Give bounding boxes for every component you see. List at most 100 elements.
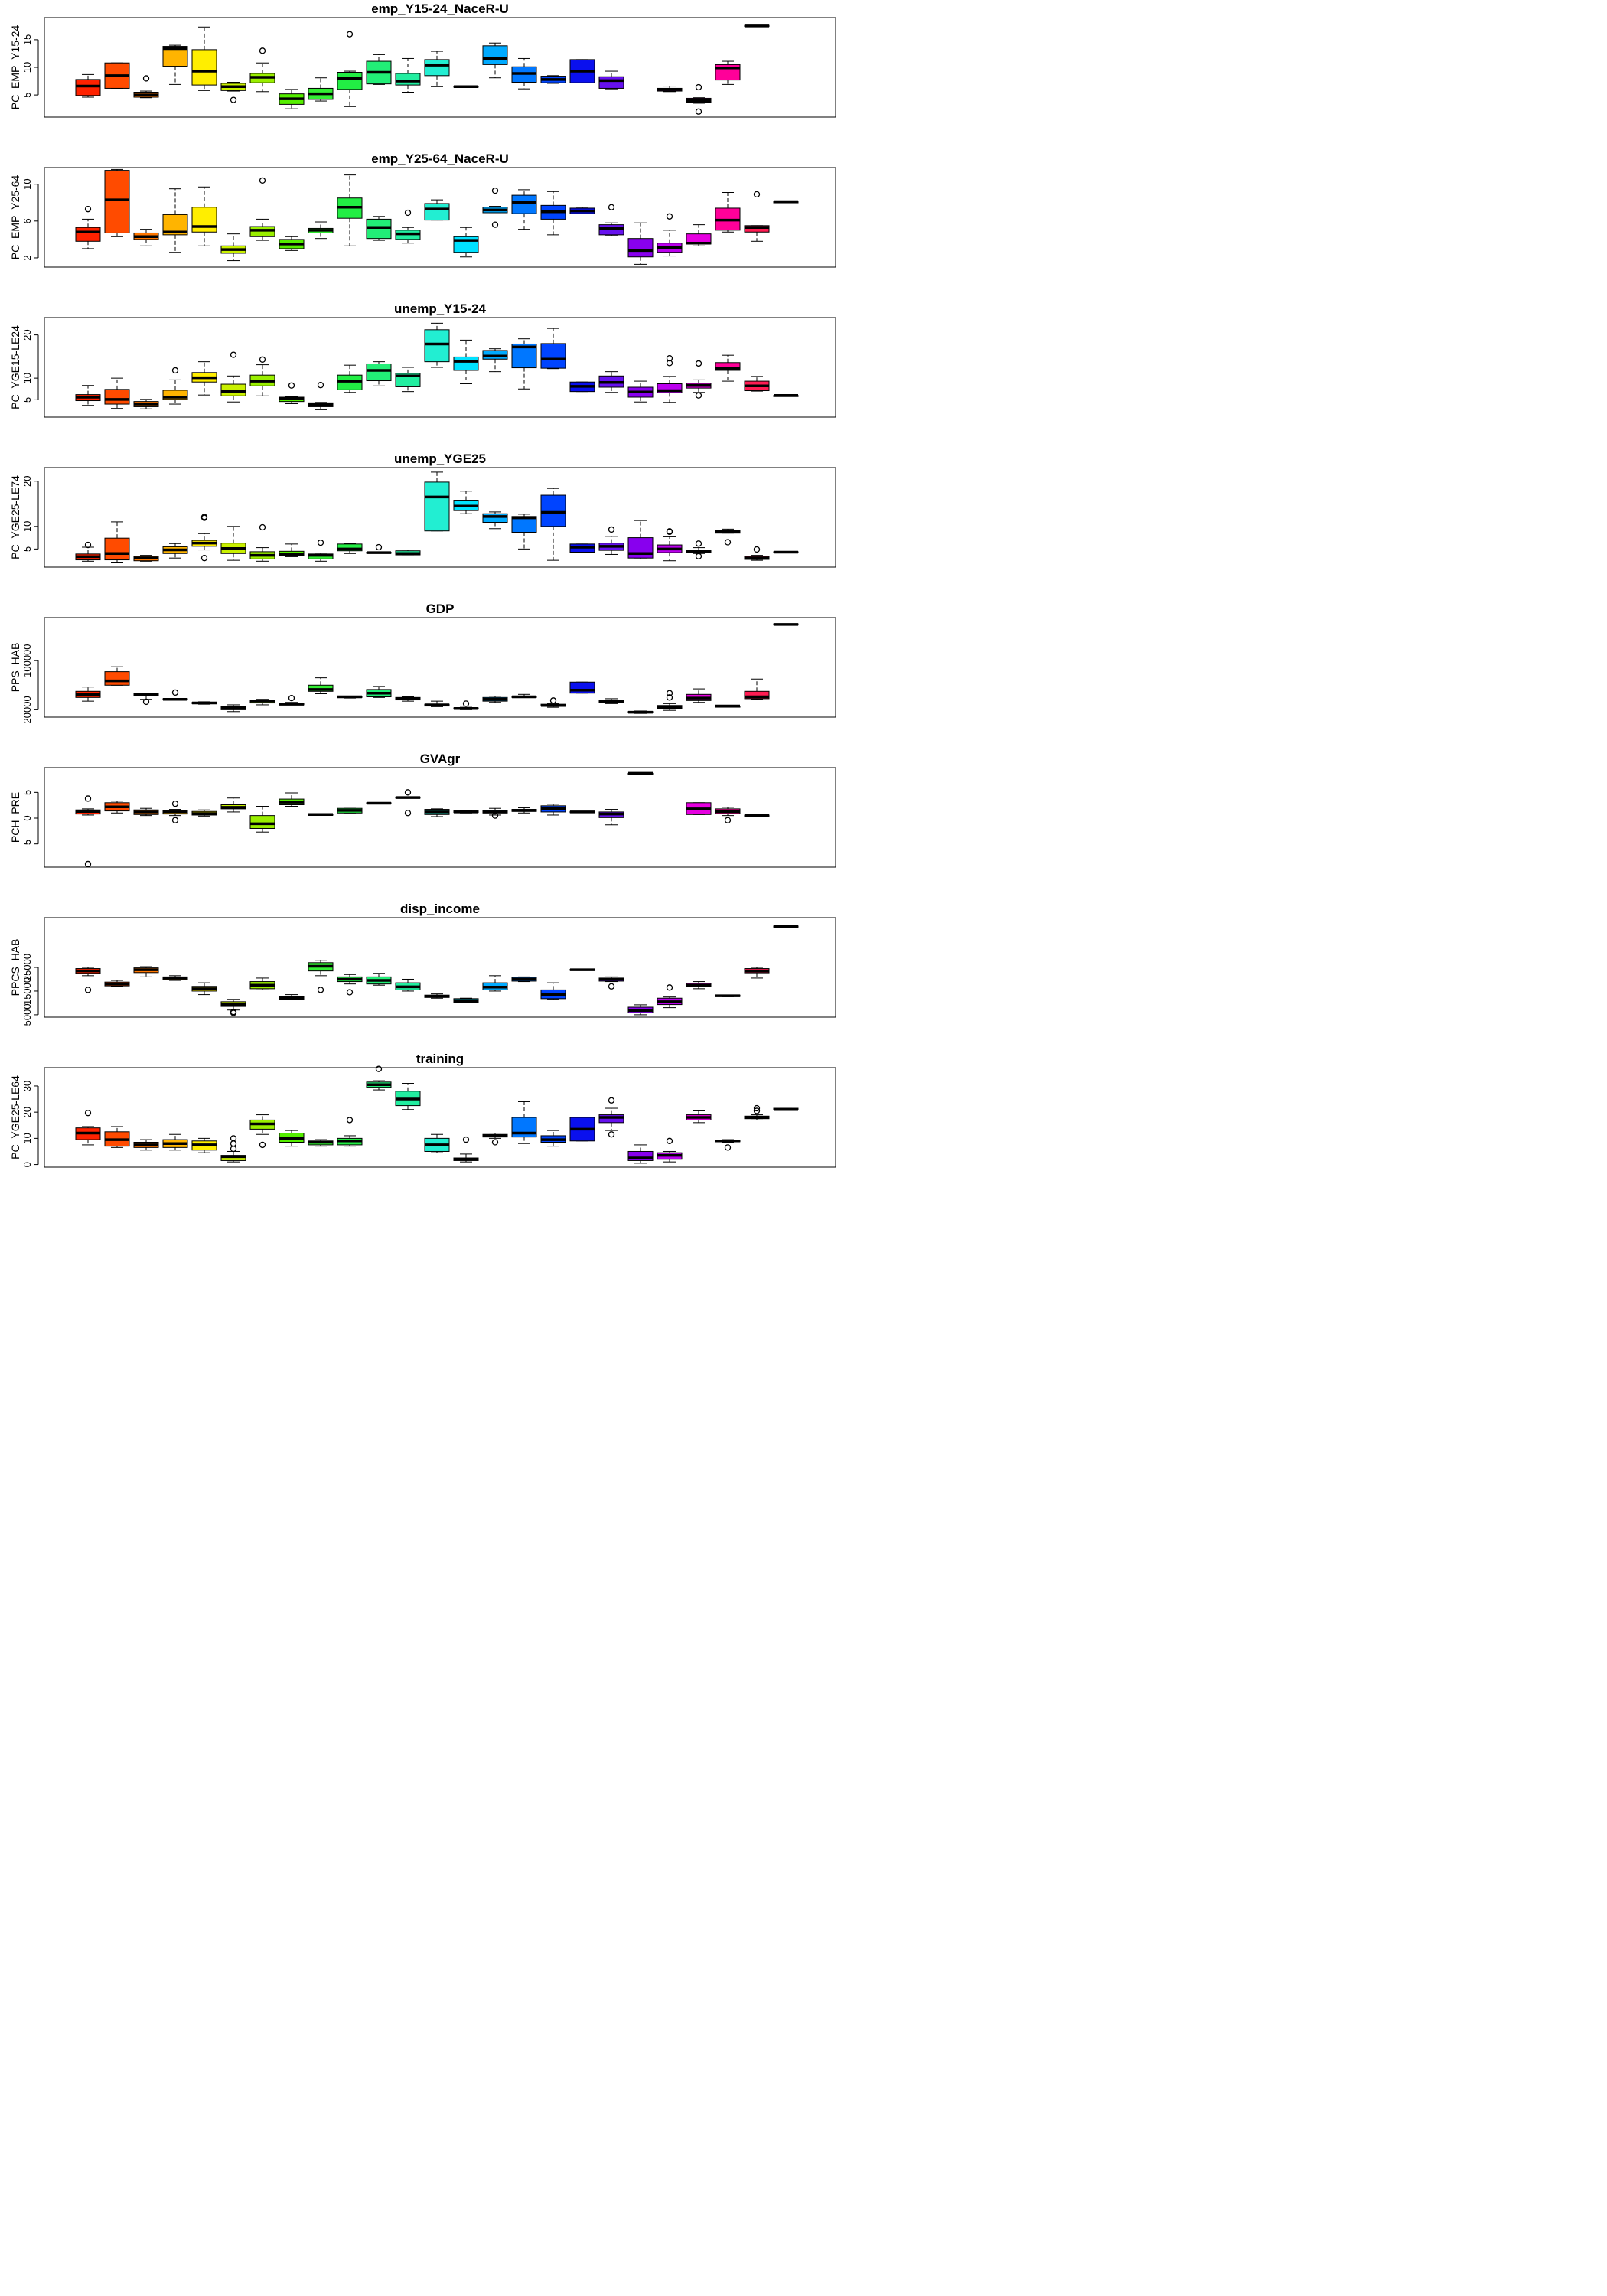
box-iqr xyxy=(744,225,770,233)
box-9 xyxy=(308,382,334,410)
box-3 xyxy=(133,399,159,409)
box-16 xyxy=(511,57,537,90)
box-25 xyxy=(773,550,799,554)
box-8 xyxy=(279,694,305,706)
box-9 xyxy=(308,813,334,817)
box-4 xyxy=(162,801,188,823)
box-23 xyxy=(715,60,741,85)
outlier-point xyxy=(753,546,761,553)
box-8 xyxy=(279,1130,305,1147)
box-iqr xyxy=(511,516,537,533)
box-21 xyxy=(657,1137,683,1163)
chart-title: GDP xyxy=(426,602,455,616)
box-iqr xyxy=(453,356,479,371)
outlier-point xyxy=(666,528,673,536)
y-tick-label: 30 xyxy=(21,1081,33,1091)
outlier-point xyxy=(84,987,92,993)
box-12 xyxy=(395,696,421,702)
outlier-point xyxy=(346,1117,354,1124)
outlier-point xyxy=(84,541,92,549)
box-21 xyxy=(657,528,683,562)
outlier-point xyxy=(404,209,412,217)
box-24 xyxy=(744,191,770,242)
box-iqr xyxy=(249,815,275,829)
y-tick-label: 15000 xyxy=(21,977,33,1005)
y-tick-label: 10 xyxy=(21,62,33,73)
box-4 xyxy=(162,188,188,253)
y-axis-label: PC_EMP_Y15-24 xyxy=(9,25,21,110)
outlier-point xyxy=(171,689,179,696)
outlier-point xyxy=(200,555,208,562)
plot-frame xyxy=(44,467,836,568)
box-2 xyxy=(104,62,130,89)
y-tick-label: 5 xyxy=(21,790,33,795)
box-iqr xyxy=(424,329,450,363)
box-13 xyxy=(424,808,450,817)
outlier-point xyxy=(753,191,761,198)
outlier-point xyxy=(608,526,615,533)
box-24 xyxy=(744,678,770,700)
outlier-point xyxy=(695,83,702,91)
box-5 xyxy=(191,982,217,996)
outlier-point xyxy=(84,860,92,868)
box-15 xyxy=(482,42,508,79)
outlier-point xyxy=(695,392,702,399)
chart-title: unemp_YGE25 xyxy=(394,452,486,466)
box-iqr xyxy=(191,207,217,233)
box-7 xyxy=(249,806,275,833)
box-9 xyxy=(308,677,334,695)
outlier-point xyxy=(549,697,557,704)
box-7 xyxy=(249,177,275,241)
outlier-point xyxy=(230,96,237,103)
box-5 xyxy=(191,1137,217,1153)
outlier-point xyxy=(259,47,266,54)
box-iqr xyxy=(715,362,741,371)
box-7 xyxy=(249,356,275,396)
box-11 xyxy=(366,973,392,986)
box-iqr xyxy=(482,45,508,65)
box-19 xyxy=(598,371,624,393)
box-5 xyxy=(191,809,217,817)
y-tick-label: -5 xyxy=(21,840,33,849)
box-11 xyxy=(366,543,392,554)
box-20 xyxy=(627,380,654,403)
box-11 xyxy=(366,686,392,698)
box-23 xyxy=(715,704,741,708)
box-8 xyxy=(279,89,305,109)
outlier-point xyxy=(666,694,673,701)
box-23 xyxy=(715,994,741,997)
box-6 xyxy=(220,999,246,1016)
box-13 xyxy=(424,700,450,707)
box-4 xyxy=(162,975,188,981)
box-14 xyxy=(453,700,479,710)
box-13 xyxy=(424,1133,450,1153)
box-iqr xyxy=(220,383,246,396)
box-11 xyxy=(366,1065,392,1091)
y-tick-label: 10 xyxy=(21,178,33,189)
box-24 xyxy=(744,24,770,28)
outlier-point xyxy=(695,540,702,547)
box-6 xyxy=(220,1135,246,1163)
box-8 xyxy=(279,792,305,807)
box-12 xyxy=(395,978,421,992)
box-16 xyxy=(511,1101,537,1144)
plot-frame xyxy=(44,767,836,868)
box-3 xyxy=(133,693,159,706)
y-axis-label: PC_YGE25-LE74 xyxy=(9,475,21,559)
chart-title: training xyxy=(416,1052,464,1066)
box-11 xyxy=(366,54,392,85)
outlier-point xyxy=(317,539,324,546)
box-23 xyxy=(715,1139,741,1151)
box-13 xyxy=(424,322,450,368)
outlier-point xyxy=(666,354,673,362)
chart-title: emp_Y25-64_NaceR-U xyxy=(371,152,509,166)
box-iqr xyxy=(395,73,421,86)
box-iqr xyxy=(75,227,101,242)
box-2 xyxy=(104,666,130,686)
y-axis-label: PPCS_HAB xyxy=(9,939,21,996)
box-2 xyxy=(104,801,130,814)
box-18 xyxy=(569,207,595,214)
box-15 xyxy=(482,511,508,530)
box-24 xyxy=(744,814,770,817)
box-22 xyxy=(686,1110,712,1124)
